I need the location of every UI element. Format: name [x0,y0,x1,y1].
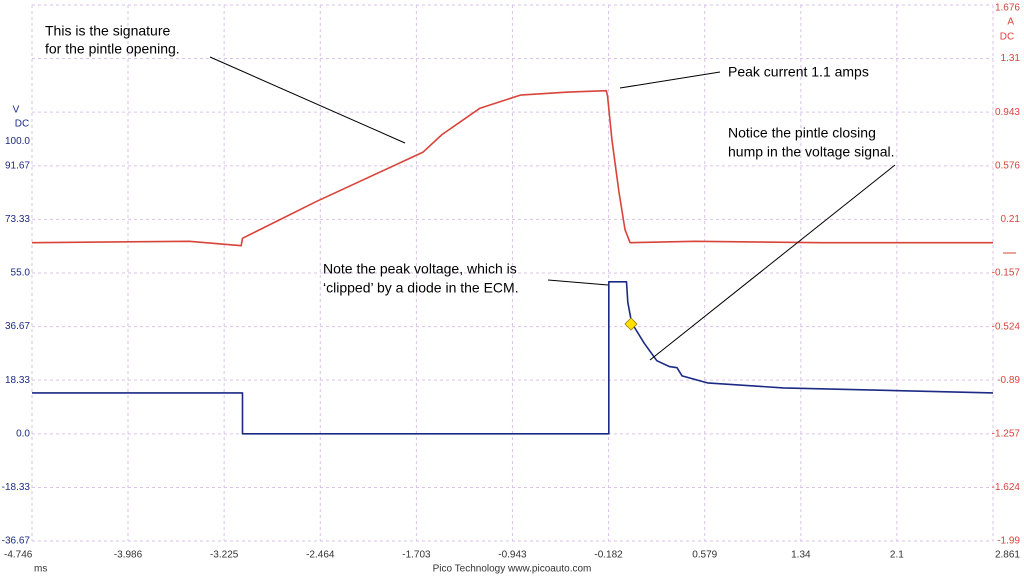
y2-tick-label: 0.576 [995,160,1020,171]
x-tick-label: -3.986 [114,550,143,561]
x-tick-label: 2.861 [995,550,1020,561]
y2-tick-label: -1.624 [992,482,1021,493]
y2-tick-label: 1.676 [995,3,1020,14]
y-tick-label: 91.67 [5,160,30,171]
y2-tick-label: 1.31 [1001,53,1021,64]
annotation-pointer [547,279,609,286]
trigger-marker [624,317,638,331]
x-tick-label: -3.225 [210,550,239,561]
y2-tick-label: -1.257 [992,428,1021,439]
y-tick-label: -18.33 [2,482,31,493]
x-tick-label: -0.943 [498,550,527,561]
x-tick-label: -2.464 [306,550,335,561]
annotation: Notice the pintle closing [728,125,876,141]
y-tick-label: -36.67 [2,536,31,547]
y2-tick-label: -0.89 [997,375,1020,386]
y2-tick-label: -1.99 [997,536,1020,547]
annotation: hump in the voltage signal. [728,144,895,160]
annotation: Note the peak voltage, which is [323,261,517,277]
x-axis-unit: ms [34,564,47,575]
trace [31,89,993,247]
grid [31,4,994,542]
y-axis-unit: V [13,105,20,116]
x-tick-label: 2.1 [890,550,904,561]
y-tick-label: 55.0 [11,268,31,279]
y2-tick-label: 0.943 [995,107,1020,118]
x-tick-label: -0.182 [594,550,623,561]
annotation-pointer [209,56,406,144]
x-tick-label: -1.703 [402,550,431,561]
annotation: Peak current 1.1 amps [728,64,869,80]
annotation: for the pintle opening. [45,41,180,57]
y-tick-label: 18.33 [5,375,30,386]
traces [31,89,994,435]
y-tick-label: 73.33 [5,214,30,225]
y2-tick-label: -0.157 [992,268,1021,279]
footer: Pico Technology www.picoauto.com [433,564,592,575]
y-tick-label: 0.0 [16,428,30,439]
y2-axis-unit: DC [1000,32,1014,43]
x-tick-label: -4.746 [4,550,33,561]
annotation: ‘clipped’ by a diode in the ECM. [323,280,519,296]
x-tick-label: 1.34 [791,550,811,561]
y2-tick-label: 0.21 [1001,214,1021,225]
annotation-pointer [649,164,896,361]
y-axis-unit: DC [15,119,29,130]
y2-tick-label: -0.524 [992,321,1021,332]
x-tick-label: 0.579 [692,550,717,561]
y-tick-label: 100.0 [5,136,30,147]
trace [32,280,994,435]
y-tick-label: 36.67 [5,321,30,332]
annotation-pointer [619,71,721,89]
y2-axis-unit: A [1007,17,1014,28]
annotation: This is the signature [45,23,170,39]
